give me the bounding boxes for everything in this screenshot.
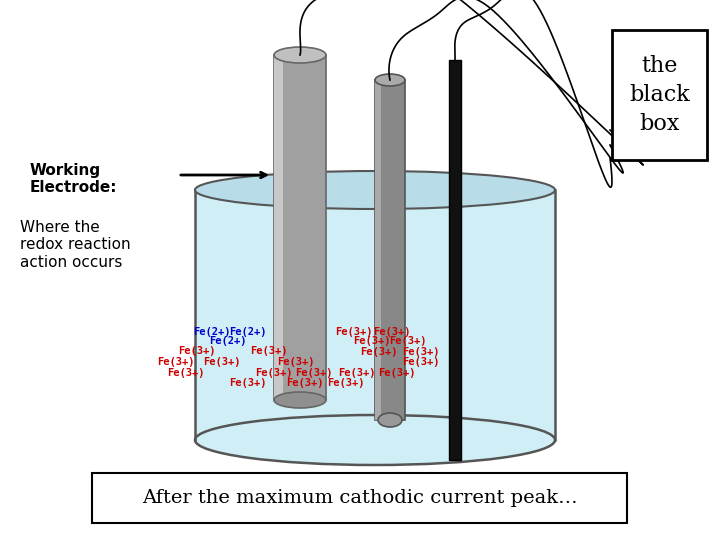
- Text: Fe(3+): Fe(3+): [256, 368, 293, 377]
- Text: Fe(3+): Fe(3+): [295, 368, 333, 377]
- Text: Fe(3+): Fe(3+): [277, 357, 315, 367]
- Bar: [375, 80, 381, 420]
- Text: Fe(3+): Fe(3+): [179, 346, 216, 356]
- Text: After the maximum cathodic current peak…: After the maximum cathodic current peak…: [142, 489, 577, 507]
- Text: Fe(3+): Fe(3+): [389, 336, 426, 346]
- Text: Fe(3+): Fe(3+): [353, 336, 390, 346]
- Ellipse shape: [378, 413, 402, 427]
- Text: the
black
box: the black box: [629, 55, 690, 135]
- Text: Fe(3+): Fe(3+): [328, 379, 365, 388]
- Bar: [274, 55, 326, 400]
- Text: Fe(3+): Fe(3+): [402, 357, 439, 367]
- Bar: [612, 30, 707, 160]
- Text: Fe(3+): Fe(3+): [157, 357, 194, 367]
- Text: Fe(3+): Fe(3+): [167, 368, 204, 377]
- Text: Fe(3+): Fe(3+): [229, 379, 266, 388]
- Ellipse shape: [274, 47, 326, 63]
- Text: Fe(3+): Fe(3+): [251, 346, 288, 356]
- Text: Fe(3+): Fe(3+): [338, 368, 376, 377]
- Text: Where the
redox reaction
action occurs: Where the redox reaction action occurs: [20, 220, 130, 270]
- Text: Fe(2+): Fe(2+): [229, 327, 266, 337]
- Text: Fe(2+): Fe(2+): [209, 336, 246, 346]
- Text: Fe(3+): Fe(3+): [378, 368, 415, 377]
- Text: Fe(3+): Fe(3+): [287, 379, 324, 388]
- Text: Fe(2+): Fe(2+): [193, 327, 230, 337]
- Ellipse shape: [274, 392, 326, 408]
- Bar: [274, 55, 284, 400]
- Bar: [449, 60, 461, 460]
- Text: Fe(3+): Fe(3+): [373, 327, 410, 337]
- Text: Working
Electrode:: Working Electrode:: [30, 163, 117, 195]
- Ellipse shape: [195, 415, 555, 465]
- Ellipse shape: [375, 74, 405, 86]
- Text: Fe(3+): Fe(3+): [203, 357, 240, 367]
- Bar: [92, 473, 627, 523]
- Text: Fe(3+): Fe(3+): [335, 327, 372, 337]
- Bar: [375, 80, 405, 420]
- Ellipse shape: [195, 171, 555, 209]
- Bar: [195, 190, 555, 440]
- Text: Fe(3+): Fe(3+): [360, 347, 397, 357]
- Text: Fe(3+): Fe(3+): [402, 347, 439, 357]
